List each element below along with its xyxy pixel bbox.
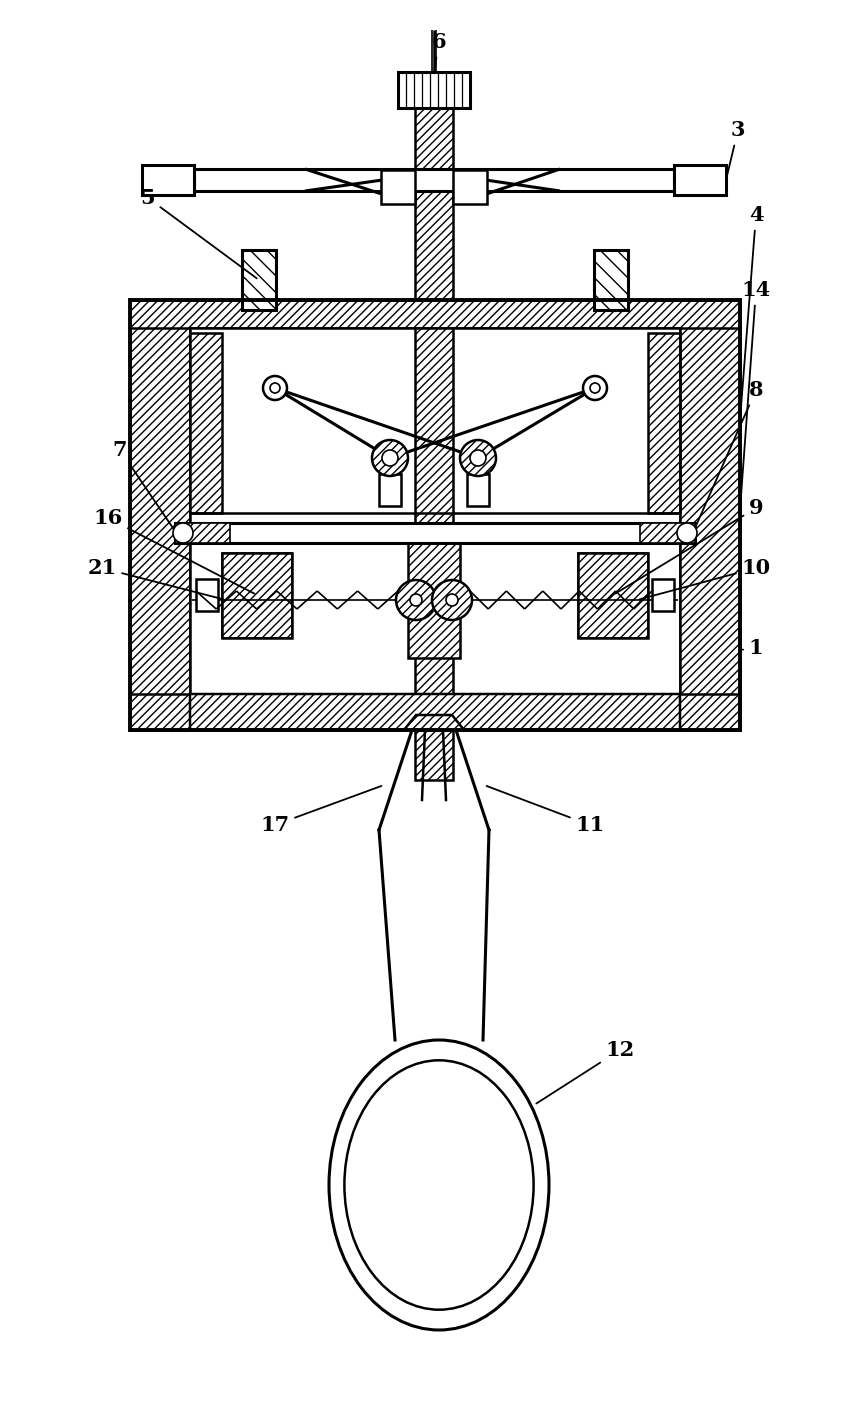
Bar [190,332,222,512]
Polygon shape [190,694,680,731]
Circle shape [410,594,422,606]
Bar [594,250,628,310]
Text: 4: 4 [740,205,763,417]
Bar [222,554,292,638]
Bar [680,300,740,731]
Bar [381,170,415,204]
Ellipse shape [345,1060,534,1310]
Text: 14: 14 [740,280,771,507]
Circle shape [382,450,398,467]
Bar [578,554,648,638]
Ellipse shape [329,1040,549,1330]
Circle shape [396,579,436,619]
Bar [578,554,648,638]
Circle shape [173,524,193,544]
Circle shape [470,450,486,467]
Bar [467,474,489,507]
Bar [408,544,460,658]
Text: 7: 7 [113,440,174,528]
Bar [222,554,292,638]
Text: 8: 8 [696,380,763,525]
Circle shape [460,440,496,477]
Bar [398,71,470,108]
Text: 17: 17 [260,786,381,835]
Bar [130,300,190,731]
Bar [175,524,230,544]
Text: 12: 12 [536,1040,635,1103]
Bar [194,168,674,191]
Bar [453,170,487,204]
Bar [190,328,680,694]
Circle shape [432,579,472,619]
Text: 9: 9 [615,498,763,594]
Bar [242,250,276,310]
Text: 21: 21 [88,558,223,599]
Circle shape [263,375,287,400]
Circle shape [270,382,280,392]
Text: 6: 6 [431,31,446,70]
Bar [648,332,680,512]
Text: 10: 10 [640,558,771,599]
Circle shape [590,382,600,392]
Circle shape [677,524,697,544]
Text: 3: 3 [727,120,746,177]
Bar [415,108,453,781]
Bar [130,300,740,731]
Text: 11: 11 [487,786,605,835]
Bar [674,166,726,195]
Circle shape [583,375,607,400]
Bar [652,579,674,611]
Bar [175,524,695,544]
Circle shape [372,440,408,477]
Text: 5: 5 [141,188,257,278]
Bar [196,579,218,611]
Circle shape [446,594,458,606]
Bar [142,166,194,195]
Text: 16: 16 [94,508,254,594]
Bar [640,524,695,544]
Text: 1: 1 [743,638,763,658]
Bar [130,694,740,731]
Bar [130,300,740,328]
Bar [379,474,401,507]
